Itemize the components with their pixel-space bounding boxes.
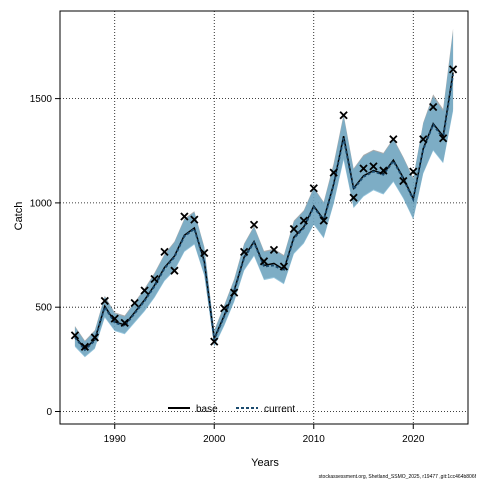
x-tick-label: 2000 <box>203 434 226 445</box>
observed-point <box>210 337 219 346</box>
observed-point <box>438 134 448 143</box>
observed-point <box>289 224 298 234</box>
observed-point <box>448 65 458 74</box>
observed-point <box>349 193 358 202</box>
y-tick-label: 1500 <box>30 94 53 105</box>
axes: 1990 2000 2010 2020 0 500 1000 1500 <box>30 94 425 445</box>
observed-point <box>339 111 348 120</box>
x-tick-label: 2020 <box>402 434 425 445</box>
observed-points <box>70 65 458 351</box>
observed-point <box>329 168 338 177</box>
observed-point <box>319 216 328 225</box>
observed-point <box>160 247 169 257</box>
observed-point <box>190 215 199 224</box>
x-axis-title: Years <box>251 457 279 469</box>
observed-point <box>299 216 308 225</box>
observed-point <box>429 102 438 112</box>
series-lines <box>74 72 454 352</box>
observed-point <box>110 314 119 323</box>
observed-point <box>259 257 269 266</box>
observed-point <box>230 288 239 297</box>
y-axis-title: Catch <box>13 202 25 231</box>
caption: stockassessment.org, Shetland_SSMO_2025,… <box>319 474 477 480</box>
observed-point <box>70 331 80 340</box>
observed-point <box>399 176 408 186</box>
observed-point <box>90 333 99 342</box>
observed-point <box>150 274 159 284</box>
grid-layer <box>60 11 468 424</box>
plot-frame <box>59 10 469 425</box>
observed-point <box>200 248 209 258</box>
observed-point <box>170 266 179 275</box>
legend-label-base: base <box>196 404 218 415</box>
y-tick-label: 1000 <box>30 198 53 209</box>
band-current <box>74 31 454 358</box>
observed-point <box>419 135 428 144</box>
observed-point <box>369 162 378 171</box>
observed-point <box>130 298 139 308</box>
observed-point <box>239 247 249 257</box>
observed-point <box>269 245 279 254</box>
observed-point <box>279 262 289 271</box>
y-tick-label: 0 <box>46 407 52 418</box>
observed-point <box>389 135 398 144</box>
observed-point <box>309 184 318 193</box>
observed-point <box>140 286 149 295</box>
observed-point <box>409 167 418 176</box>
observed-point <box>80 342 90 351</box>
legend-label-current: current <box>264 404 295 415</box>
confidence-bands <box>74 28 454 358</box>
x-tick-label: 1990 <box>104 434 127 445</box>
observed-point <box>379 166 388 175</box>
observed-point <box>220 304 229 313</box>
legend: base current <box>168 404 295 415</box>
x-tick-label: 2010 <box>303 434 326 445</box>
observed-point <box>359 164 368 173</box>
observed-point <box>180 212 189 221</box>
observed-point <box>100 296 109 306</box>
observed-point <box>120 318 129 327</box>
observed-point <box>249 220 259 229</box>
y-tick-label: 500 <box>35 303 52 314</box>
